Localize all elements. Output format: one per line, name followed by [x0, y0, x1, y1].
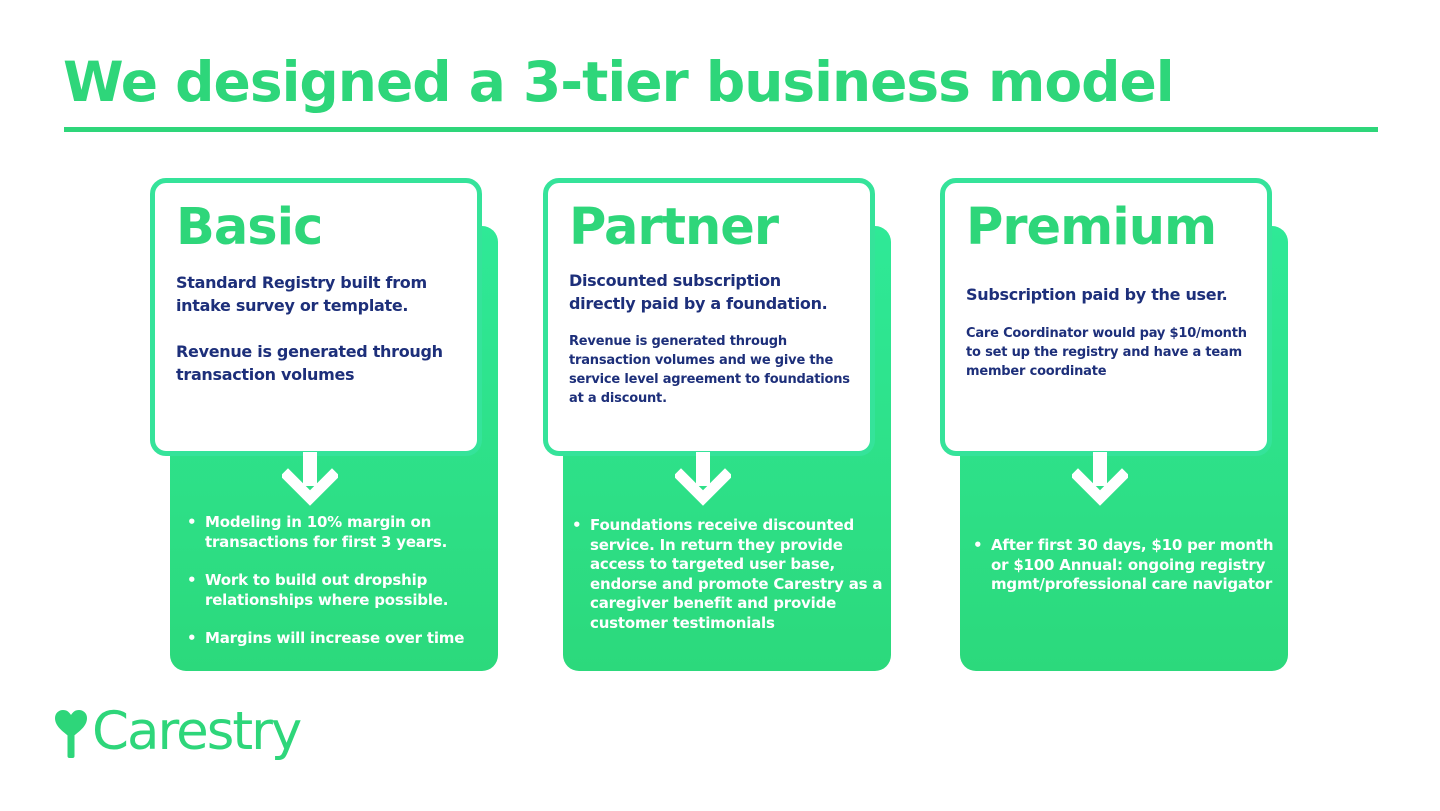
- title-divider: [64, 127, 1378, 132]
- tier-partner-bullets: • Foundations receive discounted service.…: [571, 516, 883, 633]
- tier-premium-name: Premium: [966, 198, 1217, 257]
- tier-premium-card: Premium Subscription paid by the user. C…: [940, 178, 1272, 456]
- tier-partner-lead: Discounted subscription directly paid by…: [569, 271, 828, 313]
- bullet-icon: •: [572, 516, 582, 534]
- carestry-logo: Carestry: [52, 701, 332, 771]
- arrow-down-icon: [675, 452, 731, 506]
- page-title: We designed a 3-tier business model: [63, 50, 1175, 114]
- arrow-down-icon: [1072, 452, 1128, 506]
- bullet-icon: •: [187, 629, 197, 647]
- list-item: • Margins will increase over time: [187, 629, 465, 647]
- tier-basic-lead: Standard Registry built from intake surv…: [176, 273, 427, 315]
- list-item: • After first 30 days, $10 per month or $…: [973, 536, 1274, 593]
- tier-partner-card: Partner Discounted subscription directly…: [543, 178, 875, 456]
- carestry-heart-tree-icon: [55, 710, 87, 758]
- list-item: • Modeling in 10% margin on transactions …: [187, 513, 448, 551]
- bullet-icon: •: [187, 513, 197, 531]
- list-item: • Foundations receive discounted service.…: [572, 516, 883, 632]
- tier-basic-bullets: • Modeling in 10% margin on transactions …: [186, 513, 486, 649]
- tier-premium-lead: Subscription paid by the user.: [966, 285, 1228, 304]
- tier-partner: Partner Discounted subscription directly…: [543, 178, 903, 673]
- logo-wordmark: Carestry: [92, 701, 302, 762]
- tier-partner-name: Partner: [569, 198, 779, 257]
- tier-basic-name: Basic: [176, 198, 323, 257]
- bullet-icon: •: [973, 536, 983, 554]
- tier-premium: Premium Subscription paid by the user. C…: [940, 178, 1300, 673]
- bullet-icon: •: [187, 571, 197, 589]
- tier-basic: Basic Standard Registry built from intak…: [150, 178, 510, 673]
- tier-basic-revenue: Revenue is generated through transaction…: [176, 342, 443, 384]
- tier-premium-bullets: • After first 30 days, $10 per month or $…: [972, 536, 1284, 595]
- tier-premium-description: Care Coordinator would pay $10/month to …: [966, 326, 1247, 379]
- list-item: • Work to build out dropship relationship…: [187, 571, 449, 609]
- tier-partner-description: Revenue is generated through transaction…: [569, 334, 850, 406]
- tier-basic-card: Basic Standard Registry built from intak…: [150, 178, 482, 456]
- arrow-down-icon: [282, 452, 338, 506]
